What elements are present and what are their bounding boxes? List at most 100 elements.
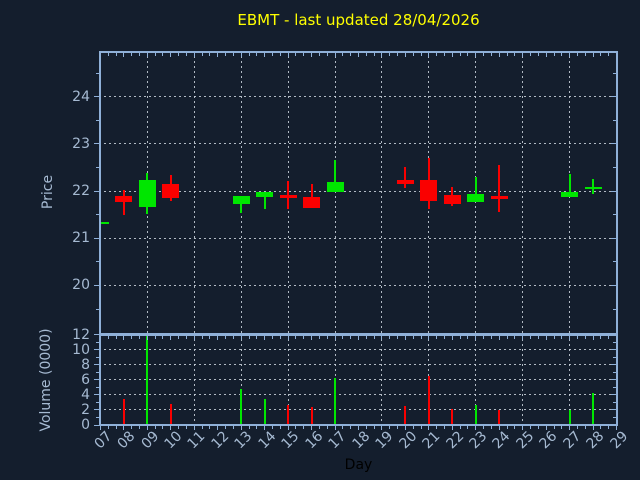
candle-wick	[474, 176, 477, 203]
tick-mark	[115, 336, 117, 339]
tick-mark	[185, 53, 187, 56]
x-tick-label: 08	[114, 428, 139, 453]
tick-mark	[592, 53, 594, 57]
tick-mark	[545, 426, 547, 430]
gridline-vertical	[240, 51, 242, 334]
x-tick-label: 22	[443, 428, 467, 453]
tick-mark	[412, 336, 414, 339]
tick-mark	[576, 336, 578, 339]
volume-bar	[592, 393, 595, 425]
tick-mark	[389, 53, 391, 56]
tick-mark	[483, 426, 485, 429]
tick-mark	[96, 401, 99, 403]
tick-mark	[613, 371, 616, 373]
tick-mark	[569, 53, 571, 57]
tick-mark	[271, 336, 273, 339]
tick-mark	[162, 336, 164, 339]
volume-bar	[169, 403, 172, 425]
tick-mark	[561, 426, 563, 429]
tick-mark	[146, 336, 148, 340]
tick-mark	[107, 53, 109, 56]
tick-mark	[303, 426, 305, 429]
tick-mark	[303, 336, 305, 339]
tick-mark	[123, 53, 125, 57]
x-tick-label: 25	[513, 428, 538, 453]
tick-mark	[209, 53, 211, 56]
tick-mark	[600, 53, 602, 56]
tick-mark	[613, 386, 616, 388]
tick-mark	[428, 426, 430, 430]
tick-mark	[530, 53, 532, 56]
tick-mark	[326, 426, 328, 429]
candle-body	[115, 196, 133, 202]
tick-mark	[467, 336, 469, 339]
tick-mark	[154, 53, 156, 56]
candle-body	[490, 196, 508, 199]
tick-mark	[225, 426, 227, 429]
tick-mark	[569, 336, 571, 340]
tick-mark	[616, 336, 618, 340]
tick-mark	[123, 426, 125, 430]
tick-mark	[185, 426, 187, 429]
tick-mark	[115, 53, 117, 56]
tick-mark	[139, 336, 140, 339]
tick-mark	[420, 336, 422, 339]
tick-mark	[459, 53, 461, 56]
tick-mark	[613, 416, 616, 418]
tick-mark	[209, 426, 211, 429]
tick-mark	[459, 336, 461, 339]
tick-mark	[592, 336, 594, 340]
tick-mark	[264, 336, 266, 340]
tick-mark	[201, 426, 203, 429]
volume-bar	[122, 398, 125, 425]
tick-mark	[611, 349, 616, 351]
tick-mark	[451, 426, 453, 430]
tick-mark	[553, 426, 555, 429]
tick-mark	[553, 53, 555, 56]
volume-bar	[263, 398, 266, 425]
tick-mark	[611, 96, 616, 98]
tick-mark	[342, 426, 344, 429]
tick-mark	[271, 426, 273, 429]
tick-mark	[240, 426, 242, 430]
tick-mark	[94, 409, 99, 411]
tick-mark	[94, 349, 99, 351]
tick-mark	[420, 426, 422, 429]
tick-mark	[613, 401, 616, 403]
tick-mark	[553, 336, 555, 339]
tick-mark	[94, 96, 99, 98]
candle-wick	[310, 184, 313, 209]
tick-mark	[490, 336, 492, 339]
volume-bar	[310, 406, 313, 425]
tick-mark	[94, 334, 99, 336]
tick-mark	[444, 426, 446, 429]
gridline-vertical	[334, 51, 336, 334]
tick-mark	[170, 336, 172, 340]
x-tick-label: 17	[325, 428, 350, 453]
x-tick-label: 19	[372, 428, 397, 453]
tick-mark	[545, 336, 547, 340]
tick-mark	[522, 426, 524, 430]
tick-mark	[295, 53, 297, 56]
tick-mark	[96, 341, 99, 343]
tick-mark	[99, 53, 101, 57]
volume-bar	[451, 409, 454, 425]
tick-mark	[436, 336, 438, 339]
tick-mark	[256, 336, 258, 339]
tick-mark	[240, 336, 242, 340]
candle-body	[99, 221, 109, 225]
volume-tick-label: 12	[72, 326, 90, 343]
tick-mark	[232, 53, 234, 56]
tick-mark	[178, 426, 180, 429]
tick-mark	[397, 53, 399, 56]
tick-mark	[404, 53, 406, 57]
tick-mark	[201, 336, 203, 339]
tick-mark	[365, 336, 367, 339]
x-tick-label: 14	[255, 428, 280, 453]
price-tick-label: 24	[72, 88, 90, 105]
tick-mark	[96, 416, 99, 418]
tick-mark	[611, 334, 616, 336]
candle-body	[584, 186, 602, 190]
tick-mark	[522, 53, 524, 57]
tick-mark	[397, 336, 399, 339]
